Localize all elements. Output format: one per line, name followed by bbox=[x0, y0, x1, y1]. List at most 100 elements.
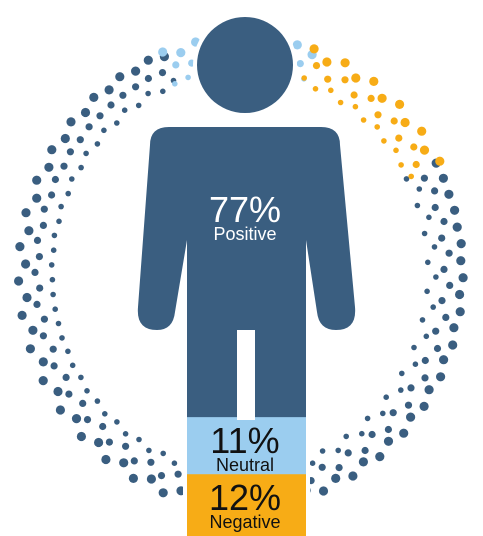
ring-dot-negative bbox=[390, 117, 398, 125]
negative-value-label: 12% bbox=[209, 477, 281, 518]
ring-dot-positive bbox=[76, 136, 84, 144]
ring-dot-positive bbox=[384, 425, 392, 434]
ring-dot-positive bbox=[44, 162, 54, 172]
ring-dot-positive bbox=[40, 315, 49, 323]
ring-dot-positive bbox=[94, 141, 101, 147]
ring-dot-positive bbox=[52, 306, 58, 313]
ring-dot-positive bbox=[440, 265, 448, 273]
ring-dot-positive bbox=[318, 486, 329, 496]
ring-dot-positive bbox=[157, 472, 166, 480]
ring-dot-positive bbox=[114, 120, 120, 126]
ring-dot-positive bbox=[119, 458, 129, 468]
ring-dot-positive bbox=[431, 244, 438, 250]
ring-dot-negative bbox=[374, 111, 382, 119]
ring-dot-positive bbox=[105, 438, 113, 446]
ring-dot-positive bbox=[335, 464, 343, 472]
ring-dot-positive bbox=[456, 239, 466, 249]
ring-dot-positive bbox=[439, 355, 449, 365]
ring-dot-positive bbox=[51, 232, 58, 239]
ring-dot-positive bbox=[76, 431, 86, 442]
neutral-category-label: Neutral bbox=[216, 455, 274, 475]
ring-dot-positive bbox=[78, 374, 84, 381]
ring-dot-positive bbox=[414, 202, 421, 209]
ring-dot-positive bbox=[171, 460, 178, 467]
ring-dot-positive bbox=[403, 176, 410, 182]
ring-dot-positive bbox=[452, 222, 462, 232]
ring-dot-positive bbox=[358, 457, 368, 467]
ring-dot-positive bbox=[114, 419, 120, 425]
ring-dot-positive bbox=[62, 373, 70, 381]
ring-dot-positive bbox=[69, 362, 76, 369]
ring-dot-negative bbox=[395, 134, 403, 142]
ring-dot-positive bbox=[433, 344, 442, 353]
ring-dot-positive bbox=[59, 335, 65, 341]
ring-dot-positive bbox=[49, 345, 57, 353]
ring-dot-positive bbox=[319, 448, 326, 454]
ring-dot-positive bbox=[375, 452, 385, 462]
ring-dot-positive bbox=[96, 112, 104, 120]
ring-dot-negative bbox=[381, 138, 387, 144]
ring-dot-neutral bbox=[185, 74, 191, 81]
ring-dot-positive bbox=[130, 457, 138, 465]
ring-dot-positive bbox=[398, 387, 404, 393]
ring-dot-positive bbox=[40, 205, 48, 213]
ring-dot-negative bbox=[412, 160, 420, 169]
ring-dot-positive bbox=[14, 276, 24, 286]
neutral-value-label: 11% bbox=[210, 420, 279, 461]
ring-dot-positive bbox=[448, 340, 458, 350]
ring-dot-positive bbox=[424, 288, 430, 295]
ring-dot-negative bbox=[352, 103, 359, 110]
ring-dot-positive bbox=[380, 410, 386, 417]
ring-dot-positive bbox=[94, 437, 104, 448]
ring-dot-positive bbox=[331, 473, 341, 483]
ring-dot-positive bbox=[438, 234, 446, 242]
ring-dot-positive bbox=[60, 133, 70, 144]
ring-dot-positive bbox=[444, 189, 454, 199]
ring-dot-positive bbox=[426, 214, 432, 221]
ring-dot-positive bbox=[158, 488, 168, 498]
ring-dot-positive bbox=[121, 107, 128, 113]
ring-dot-positive bbox=[158, 69, 167, 77]
ring-dot-positive bbox=[442, 313, 450, 321]
ring-dot-positive bbox=[131, 66, 141, 76]
ring-dot-negative bbox=[309, 44, 319, 54]
ring-dot-positive bbox=[406, 412, 416, 422]
ring-dot-positive bbox=[419, 317, 426, 323]
ring-dot-positive bbox=[79, 399, 87, 407]
ring-dot-neutral bbox=[176, 48, 186, 58]
ring-dot-positive bbox=[399, 428, 409, 438]
ring-dot-negative bbox=[410, 143, 418, 151]
ring-dot-positive bbox=[438, 173, 448, 183]
ring-dot-positive bbox=[65, 190, 71, 197]
positive-category-label: Positive bbox=[213, 224, 276, 244]
ring-dot-positive bbox=[89, 92, 99, 102]
ring-dot-negative bbox=[395, 99, 405, 109]
ring-dot-positive bbox=[33, 300, 41, 308]
ring-dot-positive bbox=[32, 175, 42, 185]
ring-dot-positive bbox=[348, 471, 358, 481]
ring-dot-positive bbox=[94, 398, 101, 404]
ring-dot-positive bbox=[160, 450, 166, 457]
ring-dot-positive bbox=[104, 85, 114, 95]
negative-category-label: Negative bbox=[209, 512, 280, 532]
ring-dot-positive bbox=[449, 323, 459, 333]
ring-dot-positive bbox=[101, 127, 107, 134]
ring-dot-positive bbox=[440, 217, 448, 226]
ring-dot-positive bbox=[399, 370, 405, 377]
ring-dot-positive bbox=[335, 447, 342, 454]
ring-dot-positive bbox=[50, 291, 56, 298]
ring-dot-positive bbox=[419, 401, 429, 411]
ring-dot-positive bbox=[416, 186, 423, 192]
ring-dot-positive bbox=[115, 72, 125, 82]
ring-dot-negative bbox=[312, 86, 319, 92]
ring-dot-positive bbox=[50, 362, 58, 370]
ring-dot-positive bbox=[31, 268, 39, 276]
ring-dot-positive bbox=[21, 259, 31, 269]
ring-dot-positive bbox=[107, 101, 115, 109]
ring-dot-neutral bbox=[296, 60, 304, 68]
ring-dot-positive bbox=[455, 307, 465, 317]
ring-dot-positive bbox=[432, 327, 440, 335]
ring-dot-negative bbox=[328, 87, 334, 94]
ring-dot-positive bbox=[146, 447, 152, 454]
ring-dot-positive bbox=[368, 430, 376, 439]
